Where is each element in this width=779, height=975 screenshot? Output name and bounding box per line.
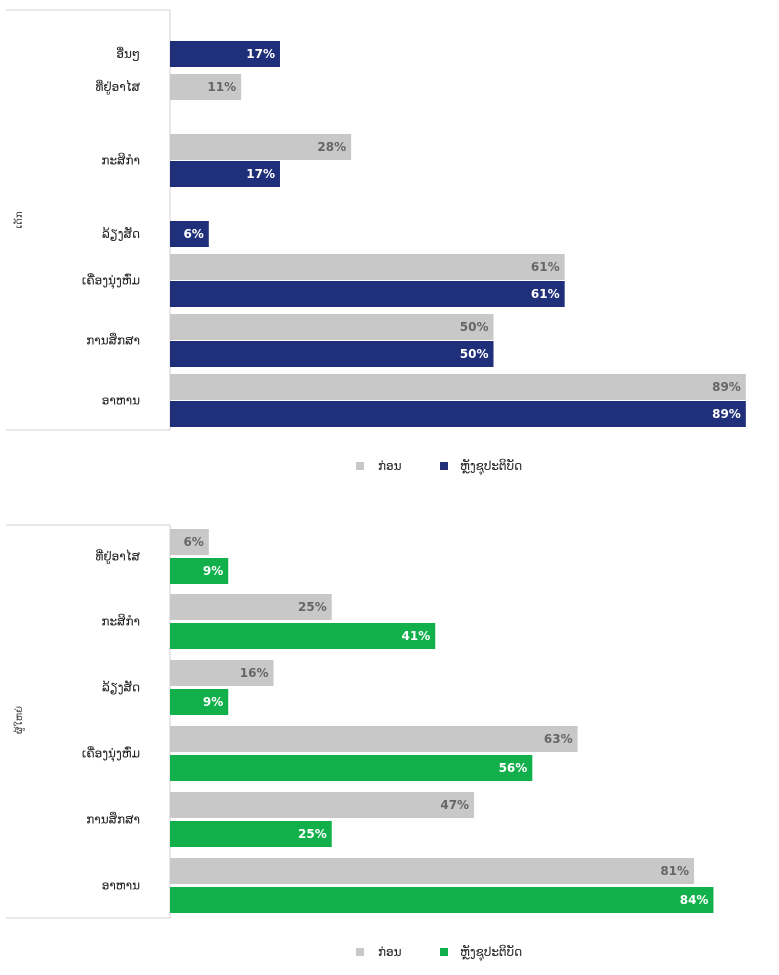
chart-panel-1: ເດັກ ອື່ນໆ 17% ທີ່ຢູ່ອາໄສ 11% ກະສິກຳ 28% 17% ລ້ຽ…	[6, 9, 746, 476]
data-label: 9%	[203, 564, 223, 578]
data-label: 84%	[680, 893, 709, 907]
data-label: 81%	[660, 864, 689, 878]
bar-after	[170, 401, 746, 427]
data-label: 9%	[203, 695, 223, 709]
category-label: ທີ່ຢູ່ອາໄສ	[95, 548, 140, 564]
category-label: ການສຶກສາ	[86, 811, 140, 826]
bar-after	[170, 887, 714, 913]
data-label: 6%	[183, 535, 203, 549]
category-label: ອື່ນໆ	[116, 46, 140, 61]
bar-before	[170, 254, 565, 280]
legend-swatch-before	[356, 948, 364, 956]
bar-after	[170, 623, 436, 649]
category-label: ເຄື່ອງນຸ່ງຫົ່ມ	[82, 745, 140, 762]
axis-label: ເດັກ	[12, 211, 25, 228]
bar-after	[170, 558, 229, 584]
data-label: 17%	[246, 47, 275, 61]
bar-after	[170, 755, 533, 781]
axis-label: ຜູ້ໃຫຍ່	[12, 706, 25, 734]
data-label: 50%	[460, 347, 489, 361]
data-label: 25%	[298, 827, 327, 841]
bar-after	[170, 221, 209, 247]
bar-after	[170, 341, 494, 367]
category-label: ລ້ຽງສັດ	[102, 226, 140, 241]
data-label: 61%	[531, 287, 560, 301]
category-label: ກະສິກຳ	[101, 152, 140, 167]
data-label: 28%	[317, 140, 346, 154]
category-label: ການສຶກສາ	[86, 332, 140, 347]
data-label: 16%	[240, 666, 269, 680]
data-label: 63%	[544, 732, 573, 746]
category-label: ອາຫານ	[102, 879, 140, 893]
bar-before	[170, 858, 695, 884]
data-label: 47%	[440, 798, 469, 812]
data-label: 89%	[712, 407, 741, 421]
bar-after	[170, 821, 332, 847]
bar-before	[170, 660, 274, 686]
legend-label-after: ຫຼັງຊຸປະຕິບັດ	[460, 458, 522, 476]
bar-before	[170, 594, 332, 620]
category-label: ເຄື່ອງນຸ່ງຫົ່ມ	[82, 272, 140, 289]
bar-before	[170, 314, 494, 340]
bar-after	[170, 161, 280, 187]
data-label: 6%	[183, 227, 203, 241]
data-label: 11%	[207, 80, 236, 94]
category-label: ກະສິກຳ	[101, 613, 140, 628]
data-label: 41%	[402, 629, 431, 643]
legend-label-before: ກ່ອນ	[378, 945, 402, 959]
bar-before	[170, 374, 746, 400]
legend-swatch-after	[440, 948, 448, 956]
chart-panel-2: ຜູ້ໃຫຍ່ ທີ່ຢູ່ອາໄສ 6% 9% ກະສິກຳ 25% 41% ລ້ຽງສັດ…	[6, 524, 714, 962]
legend-swatch-after	[440, 462, 448, 470]
data-label: 17%	[246, 167, 275, 181]
data-label: 50%	[460, 320, 489, 334]
bar-before	[170, 726, 578, 752]
bar-before	[170, 792, 475, 818]
legend-label-after: ຫຼັງຊຸປະຕິບັດ	[460, 944, 522, 962]
legend-swatch-before	[356, 462, 364, 470]
bar-before	[170, 74, 242, 100]
category-label: ອາຫານ	[102, 394, 140, 408]
category-label: ລ້ຽງສັດ	[102, 680, 140, 695]
category-label: ທີ່ຢູ່ອາໄສ	[95, 79, 140, 95]
data-label: 25%	[298, 600, 327, 614]
legend-label-before: ກ່ອນ	[378, 459, 402, 473]
bar-after	[170, 689, 229, 715]
data-label: 89%	[712, 380, 741, 394]
bar-before	[170, 529, 209, 555]
bar-after	[170, 41, 280, 67]
bar-before	[170, 134, 352, 160]
data-label: 56%	[499, 761, 528, 775]
data-label: 61%	[531, 260, 560, 274]
bar-after	[170, 281, 565, 307]
